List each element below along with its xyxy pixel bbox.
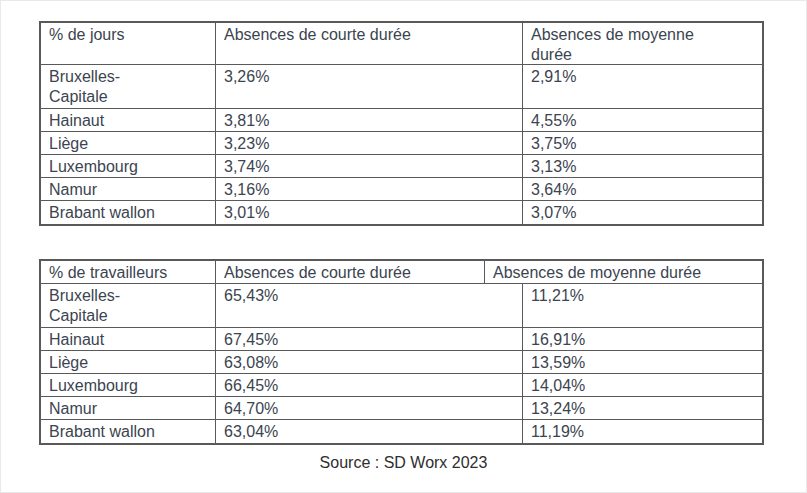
- value-cell: 14,04%: [523, 374, 762, 396]
- value-cell: 3,75%: [523, 132, 762, 154]
- value-cell: 67,45%: [216, 328, 523, 350]
- value-cell: 2,91%: [523, 65, 762, 108]
- region-cell: Liège: [41, 132, 216, 154]
- value-cell: 11,21%: [523, 284, 762, 327]
- value-cell: 16,91%: [523, 328, 762, 350]
- region-cell: Liège: [41, 351, 216, 373]
- table-row: Namur 3,16% 3,64%: [41, 178, 762, 201]
- column-header-days-short: Absences de courte durée: [216, 23, 523, 64]
- region-cell: Luxembourg: [41, 374, 216, 396]
- column-header-workers-short: Absences de courte durée: [216, 261, 485, 283]
- column-header-days-region: % de jours: [41, 23, 216, 64]
- column-header-workers-region: % de travailleurs: [41, 261, 216, 283]
- value-cell: 4,55%: [523, 109, 762, 131]
- table-row: Brabant wallon 63,04% 11,19%: [41, 420, 762, 443]
- column-header-workers-medium: Absences de moyenne durée: [485, 261, 762, 283]
- region-cell: Bruxelles- Capitale: [41, 65, 216, 108]
- region-cell: Namur: [41, 178, 216, 200]
- table-row: Luxembourg 3,74% 3,13%: [41, 155, 762, 178]
- table-row: Bruxelles- Capitale 65,43% 11,21%: [41, 284, 762, 328]
- value-cell: 3,74%: [216, 155, 523, 177]
- table-row: Brabant wallon 3,01% 3,07%: [41, 201, 762, 224]
- value-cell: 3,64%: [523, 178, 762, 200]
- region-cell: Hainaut: [41, 109, 216, 131]
- region-cell: Bruxelles- Capitale: [41, 284, 216, 327]
- value-cell: 11,19%: [523, 420, 762, 443]
- value-cell: 3,13%: [523, 155, 762, 177]
- value-cell: 65,43%: [216, 284, 523, 327]
- table-row: Luxembourg 66,45% 14,04%: [41, 374, 762, 397]
- source-note: Source : SD Worx 2023: [1, 453, 806, 473]
- region-cell: Luxembourg: [41, 155, 216, 177]
- days-table-header-row: % de jours Absences de courte durée Abse…: [41, 23, 762, 65]
- value-cell: 63,04%: [216, 420, 523, 443]
- table-row: Liège 3,23% 3,75%: [41, 132, 762, 155]
- value-cell: 3,07%: [523, 201, 762, 224]
- page: % de jours Absences de courte durée Abse…: [0, 0, 807, 493]
- table-row: Bruxelles- Capitale 3,26% 2,91%: [41, 65, 762, 109]
- value-cell: 13,59%: [523, 351, 762, 373]
- value-cell: 66,45%: [216, 374, 523, 396]
- region-cell: Brabant wallon: [41, 420, 216, 443]
- value-cell: 64,70%: [216, 397, 523, 419]
- value-cell: 3,16%: [216, 178, 523, 200]
- workers-table: % de travailleurs Absences de courte dur…: [39, 259, 764, 445]
- value-cell: 3,81%: [216, 109, 523, 131]
- value-cell: 13,24%: [523, 397, 762, 419]
- region-cell: Brabant wallon: [41, 201, 216, 224]
- region-cell: Namur: [41, 397, 216, 419]
- workers-table-header-row: % de travailleurs Absences de courte dur…: [41, 261, 762, 284]
- value-cell: 3,23%: [216, 132, 523, 154]
- region-cell: Hainaut: [41, 328, 216, 350]
- table-row: Hainaut 67,45% 16,91%: [41, 328, 762, 351]
- days-table: % de jours Absences de courte durée Abse…: [39, 21, 764, 226]
- table-row: Liège 63,08% 13,59%: [41, 351, 762, 374]
- value-cell: 3,01%: [216, 201, 523, 224]
- value-cell: 3,26%: [216, 65, 523, 108]
- column-header-days-medium: Absences de moyenne durée: [523, 23, 762, 64]
- table-row: Namur 64,70% 13,24%: [41, 397, 762, 420]
- table-row: Hainaut 3,81% 4,55%: [41, 109, 762, 132]
- value-cell: 63,08%: [216, 351, 523, 373]
